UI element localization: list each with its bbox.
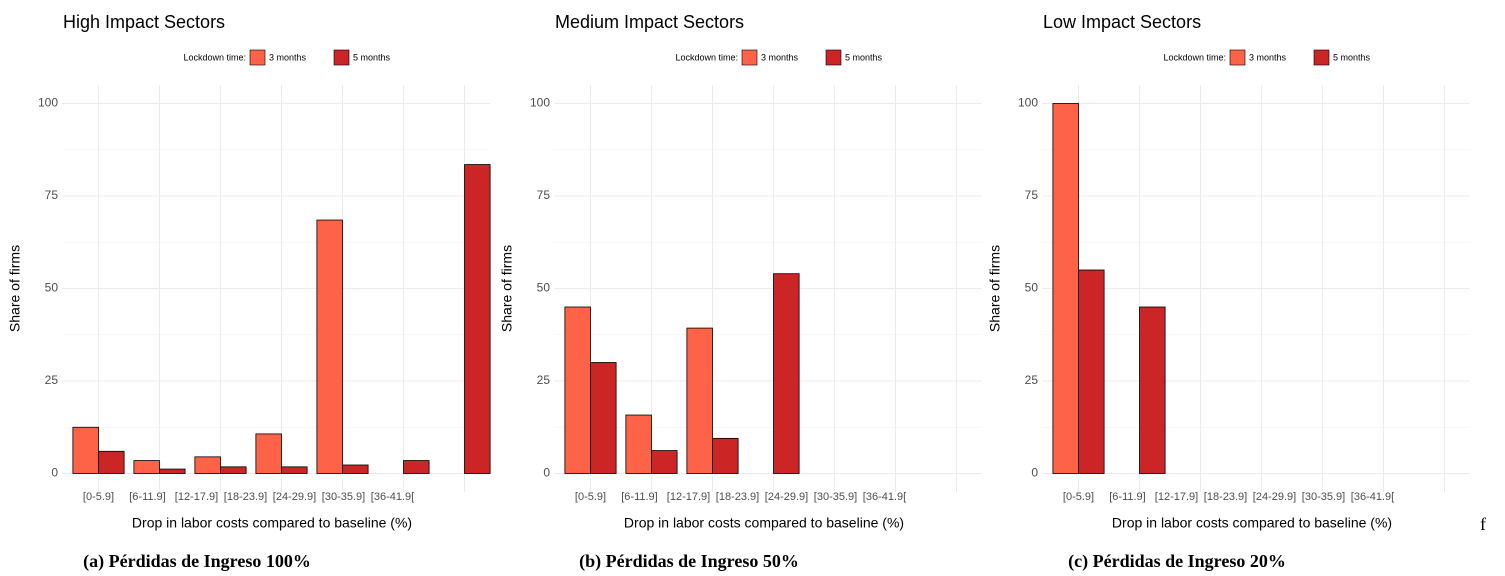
legend-swatch (1313, 49, 1330, 66)
bar (194, 456, 221, 474)
caption: (a) Pérdidas de Ingreso 100% (83, 551, 311, 572)
bar (255, 433, 282, 474)
legend-title: Lockdown time: (675, 52, 738, 62)
bar (590, 362, 617, 474)
y-tick-label: 0 (543, 466, 550, 480)
y-tick-label: 100 (38, 96, 58, 110)
bar (1139, 306, 1166, 474)
bar (159, 468, 186, 474)
x-tick-label: [18-23.9] (224, 491, 267, 503)
chart-title: Low Impact Sectors (1043, 12, 1201, 32)
bar (625, 414, 652, 474)
x-tick-label: [12-17.9] (175, 491, 218, 503)
legend-label: 5 months (1333, 52, 1371, 62)
x-tick-label: [0-5.9] (83, 491, 114, 503)
legend-label: 5 months (353, 52, 391, 62)
x-tick-label: [36-41.9[ (371, 491, 414, 503)
y-tick-label: 0 (51, 466, 58, 480)
y-tick-label: 100 (1018, 96, 1038, 110)
stray-text: f (1480, 514, 1486, 534)
legend-swatch (825, 49, 842, 66)
y-tick-label: 25 (45, 373, 59, 387)
bar (133, 460, 160, 474)
x-tick-label: [12-17.9] (1155, 491, 1198, 503)
x-tick-label: [18-23.9] (1204, 491, 1247, 503)
x-tick-label: [12-17.9] (667, 491, 710, 503)
y-axis-title: Share of firms (987, 245, 1003, 332)
bar (712, 437, 739, 474)
x-tick-label: [18-23.9] (716, 491, 759, 503)
y-tick-label: 50 (1025, 281, 1039, 295)
bar (72, 426, 99, 474)
bar (686, 327, 713, 474)
x-tick-label: [24-29.9] (765, 491, 808, 503)
bar (464, 164, 491, 474)
x-tick-label: [0-5.9] (1063, 491, 1094, 503)
y-tick-label: 0 (1031, 466, 1038, 480)
x-tick-label: [36-41.9[ (863, 491, 906, 503)
x-axis-title: Drop in labor costs compared to baseline… (624, 515, 904, 531)
bar (773, 273, 800, 474)
bar (403, 460, 430, 474)
y-tick-label: 75 (45, 188, 59, 202)
y-tick-label: 25 (537, 373, 551, 387)
y-tick-label: 50 (45, 281, 59, 295)
x-tick-label: [30-35.9] (1302, 491, 1345, 503)
bar (1078, 269, 1105, 474)
legend-swatch (741, 49, 758, 66)
legend-title: Lockdown time: (1163, 52, 1226, 62)
x-tick-label: [0-5.9] (575, 491, 606, 503)
chart-title: High Impact Sectors (63, 12, 225, 32)
x-tick-label: [6-11.9] (1109, 491, 1146, 503)
legend-label: 5 months (845, 52, 883, 62)
caption: (c) Pérdidas de Ingreso 20% (1068, 551, 1286, 572)
x-tick-label: [36-41.9[ (1351, 491, 1394, 503)
y-tick-label: 100 (530, 96, 550, 110)
bar (220, 466, 247, 474)
bar (281, 466, 308, 474)
legend: Lockdown time: 3 months 5 months (1163, 49, 1371, 66)
panel: Low Impact Sectors Lockdown time: 3 months… (987, 12, 1470, 572)
bar (316, 219, 343, 474)
bar (98, 450, 125, 474)
y-tick-label: 25 (1025, 373, 1039, 387)
caption: (b) Pérdidas de Ingreso 50% (579, 551, 799, 572)
x-tick-label: [6-11.9] (129, 491, 166, 503)
legend-label: 3 months (269, 52, 307, 62)
panel: Medium Impact Sectors Lockdown time: 3 mon… (499, 12, 982, 572)
legend-title: Lockdown time: (183, 52, 246, 62)
legend-label: 3 months (1249, 52, 1287, 62)
chart-title: Medium Impact Sectors (555, 12, 744, 32)
legend-swatch (249, 49, 266, 66)
x-tick-label: [30-35.9] (322, 491, 365, 503)
legend-label: 3 months (761, 52, 799, 62)
y-tick-label: 75 (1025, 188, 1039, 202)
bar (1052, 103, 1079, 474)
bar (564, 306, 591, 474)
y-axis-title: Share of firms (7, 245, 23, 332)
legend: Lockdown time: 3 months 5 months (675, 49, 883, 66)
x-axis-title: Drop in labor costs compared to baseline… (132, 515, 412, 531)
panel: High Impact Sectors Lockdown time: 3 month… (7, 12, 491, 572)
x-tick-label: [24-29.9] (273, 491, 316, 503)
legend-swatch (333, 49, 350, 66)
bar (651, 450, 678, 474)
legend: Lockdown time: 3 months 5 months (183, 49, 391, 66)
y-tick-label: 50 (537, 281, 551, 295)
bar (342, 464, 369, 474)
x-axis-title: Drop in labor costs compared to baseline… (1112, 515, 1392, 531)
x-tick-label: [6-11.9] (621, 491, 658, 503)
y-axis-title: Share of firms (499, 245, 515, 332)
y-tick-label: 75 (537, 188, 551, 202)
legend-swatch (1229, 49, 1246, 66)
x-tick-label: [24-29.9] (1253, 491, 1296, 503)
x-tick-label: [30-35.9] (814, 491, 857, 503)
